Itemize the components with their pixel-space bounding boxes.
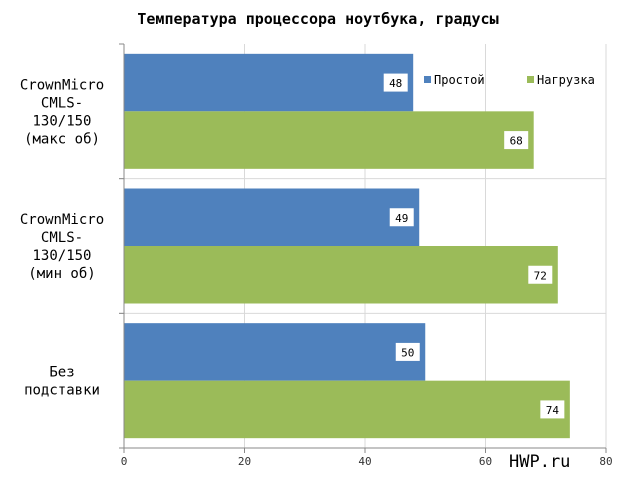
- legend: Простой Нагрузка: [424, 73, 595, 87]
- bar-1-0: [124, 188, 420, 246]
- tick-label-0: 0: [121, 455, 128, 468]
- tick-label-2: 40: [358, 455, 371, 468]
- data-label-box-0-1: [504, 131, 529, 150]
- data-label-1-0: 49: [395, 212, 408, 225]
- tick-label-3: 60: [479, 455, 492, 468]
- bar-0-1: [124, 111, 534, 169]
- category-label-line: CrownMicro: [20, 212, 104, 228]
- data-label-0-0: 48: [389, 77, 402, 90]
- legend-label-0: Простой: [434, 73, 485, 87]
- category-label-1: CrownMicro CMLS- 130/150 (мин об): [20, 212, 104, 282]
- data-label-2-1: 74: [546, 404, 560, 417]
- watermark: HWP.ru: [509, 452, 570, 472]
- category-labels: CrownMicro CMLS-130/150 (макс об)CrownMicr…: [20, 77, 104, 398]
- data-labels: 48 68 49 72 50 74: [383, 73, 565, 419]
- category-label-line: CMLS-: [41, 95, 83, 111]
- bar-1-1: [124, 246, 558, 304]
- data-label-box-1-1: [528, 265, 553, 284]
- category-label-line: CMLS-: [41, 230, 83, 246]
- data-label-0-1: 68: [510, 135, 523, 148]
- data-label-2-0: 50: [401, 346, 414, 359]
- bars: [124, 53, 570, 439]
- tick-labels: 0 20 40 60 80: [121, 455, 613, 468]
- bar-2-1: [124, 380, 570, 439]
- legend-swatch-1: [527, 76, 534, 83]
- data-label-box-1-0: [389, 208, 414, 227]
- legend-label-1: Нагрузка: [537, 73, 595, 87]
- tick-label-1: 20: [238, 455, 251, 468]
- category-label-line: подставки: [24, 383, 100, 399]
- data-label-box-2-1: [540, 400, 565, 419]
- category-label-line: Без: [49, 365, 74, 381]
- data-label-1-1: 72: [534, 269, 547, 282]
- chart-title: Температура процессора ноутбука, градусы: [137, 10, 498, 28]
- category-label-line: 130/150: [32, 113, 91, 129]
- bar-0-0: [124, 53, 414, 112]
- data-label-box-0-0: [383, 73, 408, 92]
- data-label-box-2-0: [395, 342, 420, 361]
- axes: [119, 43, 607, 453]
- category-label-line: CrownMicro: [20, 77, 104, 93]
- bar-2-0: [124, 323, 426, 381]
- category-label-0: CrownMicro CMLS- 130/150 (макс об): [20, 77, 104, 147]
- category-label-2: Без подставки: [24, 365, 100, 399]
- tick-label-4: 80: [599, 455, 612, 468]
- category-label-line: 130/150: [32, 248, 91, 264]
- legend-swatch-0: [424, 76, 431, 83]
- category-label-line: (мин об): [28, 266, 95, 282]
- category-label-line: (макс об): [24, 131, 100, 147]
